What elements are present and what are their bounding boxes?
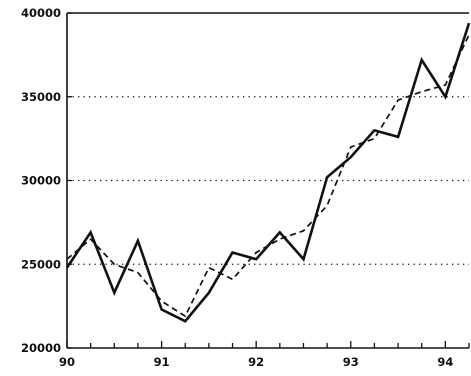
grid-lines [67, 96, 469, 265]
solid-series-line [65, 22, 471, 323]
y-tick-label-30000: 30000 [21, 174, 61, 188]
series-group [65, 22, 471, 323]
x-tick-label-91: 91 [154, 355, 170, 369]
x-tick-label-90: 90 [59, 355, 75, 369]
x-tick-label-94: 94 [437, 355, 453, 369]
tick-labels: 20000 25000 30000 35000 40000 90 91 92 93 94 [21, 6, 453, 369]
y-tick-label-35000: 35000 [21, 90, 61, 104]
y-tick-label-20000: 20000 [21, 341, 61, 355]
y-tick-label-25000: 25000 [21, 257, 61, 271]
axes [66, 12, 470, 349]
dashed-series-line [66, 34, 470, 318]
y-tick-label-40000: 40000 [21, 6, 61, 20]
x-tick-label-92: 92 [248, 355, 264, 369]
x-tick-label-93: 93 [343, 355, 359, 369]
